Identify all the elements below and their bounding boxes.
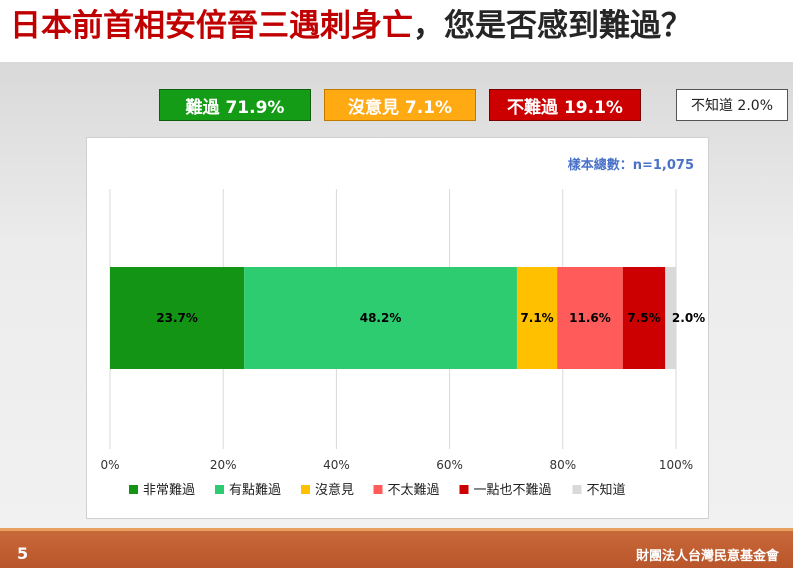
sample-size-note: 樣本總數：n=1,075 xyxy=(568,157,694,173)
legend-swatch xyxy=(459,485,469,494)
stacked-bar-chart: 樣本總數：n=1,075 0% 20% 40% 60% 80% 100% 23.7% 48.2%… xyxy=(100,157,705,498)
x-tick-label: 0% xyxy=(100,458,119,472)
x-tick-label: 80% xyxy=(549,458,576,472)
bar-segment xyxy=(665,267,677,369)
bar-segment xyxy=(244,267,517,369)
legend-label: 一點也不難過 xyxy=(474,483,552,498)
summary-unknown-badge: 不知道 2.0% xyxy=(676,89,788,121)
data-label: 7.1% xyxy=(520,311,553,325)
x-tick-label: 100% xyxy=(659,458,693,472)
legend-swatch xyxy=(373,485,383,494)
summary-sad-badge: 難過 71.9% xyxy=(159,89,311,121)
legend-swatch xyxy=(129,485,138,494)
legend-label: 不太難過 xyxy=(388,483,440,498)
data-label: 23.7% xyxy=(156,311,198,325)
x-tick-label: 60% xyxy=(436,458,463,472)
legend-swatch xyxy=(301,485,310,494)
data-label: 2.0% xyxy=(672,311,705,325)
bar-segment xyxy=(516,267,558,369)
legend-label: 有點難過 xyxy=(229,483,281,498)
bar-segment xyxy=(110,267,245,369)
legend-label: 不知道 xyxy=(587,482,626,498)
legend-swatch xyxy=(572,485,582,494)
bar-segment xyxy=(557,267,623,369)
organization-name: 財團法人台灣民意基金會 xyxy=(635,549,779,564)
bar-segment xyxy=(622,267,666,369)
legend-label: 非常難過 xyxy=(143,483,195,498)
summary-neutral-badge: 沒意見 7.1% xyxy=(324,89,476,121)
page-number: 5 xyxy=(17,544,29,563)
summary-not-sad-badge: 不難過 19.1% xyxy=(489,89,641,121)
footer-bar xyxy=(0,528,793,568)
page-title: 日本前首相安倍晉三遇刺身亡，您是否感到難過？ xyxy=(10,4,692,48)
x-tick-label: 40% xyxy=(323,458,350,472)
x-tick-label: 20% xyxy=(210,458,237,472)
title-question: ，您是否感到難過？ xyxy=(413,8,692,44)
data-label: 48.2% xyxy=(360,311,402,325)
title-main: 日本前首相安倍晉三遇刺身亡 xyxy=(10,8,413,44)
legend-label: 沒意見 xyxy=(315,482,354,498)
data-label: 11.6% xyxy=(569,311,611,325)
data-label: 7.5% xyxy=(627,311,660,325)
legend-swatch xyxy=(215,485,224,494)
